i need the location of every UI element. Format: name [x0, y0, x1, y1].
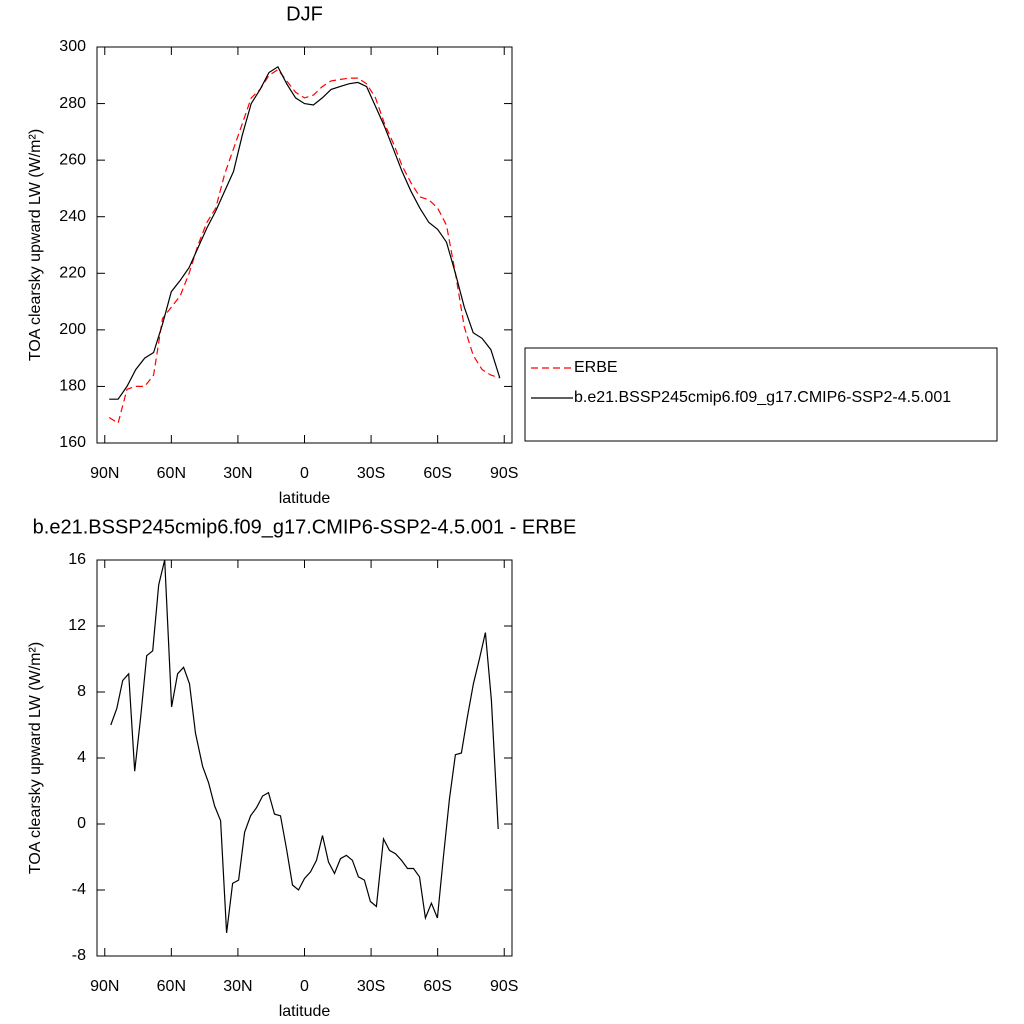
y-tick-label: 260	[59, 151, 86, 168]
legend-label: ERBE	[574, 359, 618, 376]
data-line	[110, 559, 499, 933]
y-axis-label: TOA clearsky upward LW (W/m²)	[27, 642, 44, 874]
x-tick-label: 0	[300, 978, 309, 995]
y-tick-label: 0	[77, 815, 86, 832]
y-tick-label: 200	[59, 321, 86, 338]
y-tick-label: 16	[68, 551, 86, 568]
x-tick-label: 90N	[90, 465, 119, 482]
data-line	[109, 65, 501, 400]
y-tick-label: 160	[59, 434, 86, 451]
legend-box	[524, 347, 998, 442]
y-tick-label: 4	[77, 749, 86, 766]
y-tick-label: -8	[72, 947, 86, 964]
x-tick-label: 90S	[490, 465, 518, 482]
data-line	[108, 68, 500, 425]
y-tick-label: 220	[59, 265, 86, 282]
x-tick-label: 0	[300, 465, 309, 482]
x-tick-label: 90N	[90, 978, 119, 995]
x-tick-label: 30S	[357, 465, 385, 482]
x-tick-label: 30S	[357, 978, 385, 995]
x-axis-label: latitude	[279, 490, 331, 507]
x-tick-label: 60S	[423, 978, 451, 995]
x-axis-label: latitude	[279, 1003, 331, 1020]
y-tick-label: 280	[59, 95, 86, 112]
x-tick-label: 30N	[223, 978, 252, 995]
y-tick-label: 300	[59, 38, 86, 55]
y-tick-label: 12	[68, 617, 86, 634]
y-tick-label: 240	[59, 208, 86, 225]
x-tick-label: 60N	[157, 465, 186, 482]
plot-frame	[96, 559, 513, 957]
y-axis-label: TOA clearsky upward LW (W/m²)	[27, 129, 44, 361]
chart-title: DJF	[286, 3, 323, 25]
chart-title: b.e21.BSSP245cmip6.f09_g17.CMIP6-SSP2-4.…	[33, 516, 577, 538]
legend-label: b.e21.BSSP245cmip6.f09_g17.CMIP6-SSP2-4.…	[574, 389, 951, 406]
x-tick-label: 90S	[490, 978, 518, 995]
x-tick-label: 30N	[223, 465, 252, 482]
y-tick-label: 8	[77, 683, 86, 700]
y-tick-label: -4	[72, 881, 86, 898]
y-tick-label: 180	[59, 378, 86, 395]
x-tick-label: 60S	[423, 465, 451, 482]
x-tick-label: 60N	[157, 978, 186, 995]
